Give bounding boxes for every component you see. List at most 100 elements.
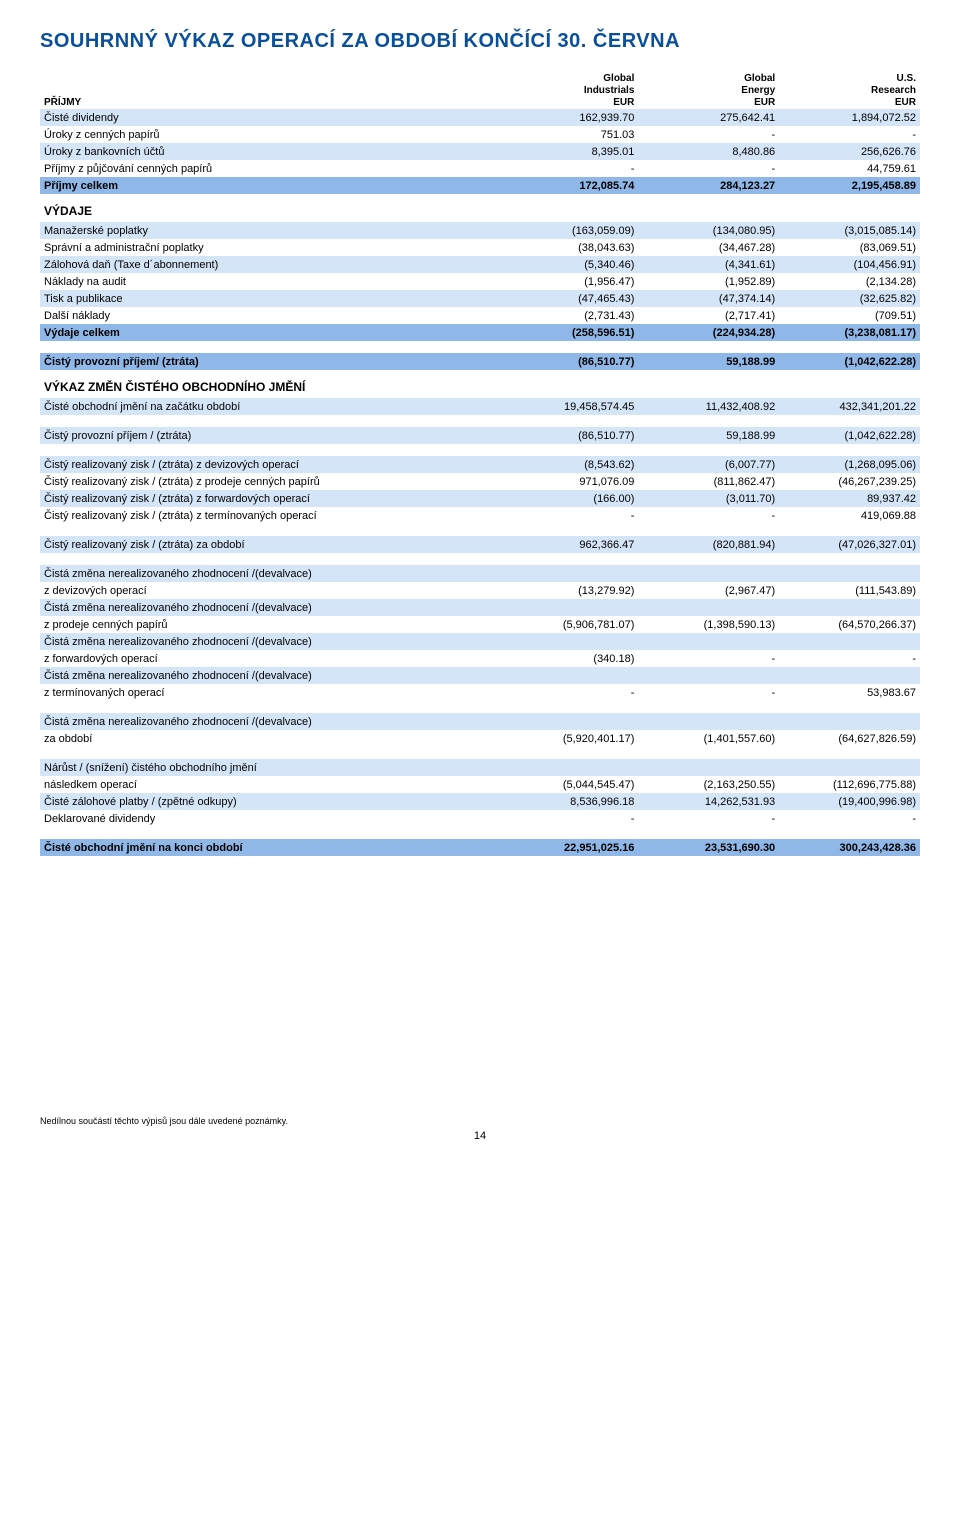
row-label: Čistý realizovaný zisk / (ztráta) za obd…: [40, 536, 498, 553]
operations-table: Global Global U.S. Industrials Energy Re…: [40, 73, 920, 856]
section-prijmy: PŘÍJMY: [40, 97, 498, 109]
col2-hdr-l2: Energy: [638, 85, 779, 97]
cell: 971,076.09: [498, 473, 639, 490]
table-row: Zálohová daň (Taxe d´abonnement)(5,340.4…: [40, 256, 920, 273]
table-row: Čistá změna nerealizovaného zhodnocení /…: [40, 565, 920, 582]
total-row: Čistý provozní příjem/ (ztráta)(86,510.7…: [40, 353, 920, 370]
cell: (258,596.51): [498, 324, 639, 341]
cell: (64,570,266.37): [779, 616, 920, 633]
row-label: Čistý realizovaný zisk / (ztráta) z devi…: [40, 456, 498, 473]
spacer: [40, 341, 920, 353]
cell: (5,340.46): [498, 256, 639, 273]
table-row: Čistá změna nerealizovaného zhodnocení /…: [40, 599, 920, 616]
cell: -: [779, 126, 920, 143]
col3-hdr-l3: EUR: [779, 97, 920, 109]
header-row-2: Industrials Energy Research: [40, 85, 920, 97]
row-label: Čistá změna nerealizovaného zhodnocení /…: [40, 713, 498, 730]
cell: 2,195,458.89: [779, 177, 920, 194]
cell: (47,465.43): [498, 290, 639, 307]
cell: (5,906,781.07): [498, 616, 639, 633]
cell: (32,625.82): [779, 290, 920, 307]
row-label: z forwardových operací: [40, 650, 498, 667]
table-row: Čistá změna nerealizovaného zhodnocení /…: [40, 667, 920, 684]
cell: (3,238,081.17): [779, 324, 920, 341]
cell: 59,188.99: [638, 353, 779, 370]
section-row: VÝKAZ ZMĚN ČISTÉHO OBCHODNÍHO JMĚNÍ: [40, 370, 920, 398]
cell: 23,531,690.30: [638, 839, 779, 856]
section-row: VÝDAJE: [40, 194, 920, 222]
cell: (224,934.28): [638, 324, 779, 341]
cell: 11,432,408.92: [638, 398, 779, 415]
cell: 256,626.76: [779, 143, 920, 160]
row-label: Čistá změna nerealizovaného zhodnocení /…: [40, 633, 498, 650]
cell: 1,894,072.52: [779, 109, 920, 126]
total-row: Příjmy celkem172,085.74284,123.272,195,4…: [40, 177, 920, 194]
cell: (111,543.89): [779, 582, 920, 599]
cell: 419,069.88: [779, 507, 920, 524]
table-row: Čisté dividendy162,939.70275,642.411,894…: [40, 109, 920, 126]
cell: (6,007.77): [638, 456, 779, 473]
cell: (3,015,085.14): [779, 222, 920, 239]
cell: 432,341,201.22: [779, 398, 920, 415]
row-label: Čistá změna nerealizovaného zhodnocení /…: [40, 565, 498, 582]
col2-hdr-l3: EUR: [638, 97, 779, 109]
cell: (2,731.43): [498, 307, 639, 324]
row-label: z devizových operací: [40, 582, 498, 599]
table-row: Čistý realizovaný zisk / (ztráta) z forw…: [40, 490, 920, 507]
cell: 8,480.86: [638, 143, 779, 160]
cell: -: [498, 810, 639, 827]
table-row: Čistý realizovaný zisk / (ztráta) z term…: [40, 507, 920, 524]
page-title: SOUHRNNÝ VÝKAZ OPERACÍ ZA OBDOBÍ KONČÍCÍ…: [40, 30, 920, 53]
table-row: Čistý realizovaný zisk / (ztráta) z devi…: [40, 456, 920, 473]
cell: 19,458,574.45: [498, 398, 639, 415]
cell: -: [638, 650, 779, 667]
table-row: Deklarované dividendy---: [40, 810, 920, 827]
cell: 59,188.99: [638, 427, 779, 444]
cell: -: [779, 650, 920, 667]
cell: (2,967.47): [638, 582, 779, 599]
footer-note: Nedílnou součástí těchto výpisů jsou dál…: [40, 1116, 920, 1126]
cell: (163,059.09): [498, 222, 639, 239]
row-label: Čistý realizovaný zisk / (ztráta) z term…: [40, 507, 498, 524]
cell: (3,011.70): [638, 490, 779, 507]
cell: 44,759.61: [779, 160, 920, 177]
cell: 162,939.70: [498, 109, 639, 126]
row-label: Další náklady: [40, 307, 498, 324]
spacer: [40, 553, 920, 565]
cell: -: [498, 507, 639, 524]
table-row: Čistý realizovaný zisk / (ztráta) z prod…: [40, 473, 920, 490]
cell: (1,956.47): [498, 273, 639, 290]
row-label: Čistý provozní příjem/ (ztráta): [40, 353, 498, 370]
row-label: Čistá změna nerealizovaného zhodnocení /…: [40, 599, 498, 616]
cell: (1,401,557.60): [638, 730, 779, 747]
spacer: [40, 827, 920, 839]
row-label: Čistá změna nerealizovaného zhodnocení /…: [40, 667, 498, 684]
row-label: Zálohová daň (Taxe d´abonnement): [40, 256, 498, 273]
cell: -: [638, 810, 779, 827]
cell: (1,042,622.28): [779, 353, 920, 370]
row-label: Čisté obchodní jmění na začátku období: [40, 398, 498, 415]
table-row: z prodeje cenných papírů(5,906,781.07)(1…: [40, 616, 920, 633]
cell: (340.18): [498, 650, 639, 667]
cell: 751.03: [498, 126, 639, 143]
cell: (13,279.92): [498, 582, 639, 599]
col1-hdr-l2: Industrials: [498, 85, 639, 97]
row-label: Čisté dividendy: [40, 109, 498, 126]
col1-hdr-l1: Global: [498, 73, 639, 85]
row-label: Příjmy celkem: [40, 177, 498, 194]
row-label: z prodeje cenných papírů: [40, 616, 498, 633]
row-label: Čisté obchodní jmění na konci období: [40, 839, 498, 856]
row-label: Úroky z bankovních účtů: [40, 143, 498, 160]
cell: (4,341.61): [638, 256, 779, 273]
table-row: Příjmy z půjčování cenných papírů--44,75…: [40, 160, 920, 177]
cell: (2,134.28): [779, 273, 920, 290]
row-label: následkem operací: [40, 776, 498, 793]
table-row: následkem operací(5,044,545.47)(2,163,25…: [40, 776, 920, 793]
row-label: z termínovaných operací: [40, 684, 498, 701]
cell: (47,026,327.01): [779, 536, 920, 553]
cell: (1,952.89): [638, 273, 779, 290]
cell: -: [638, 684, 779, 701]
cell: (166.00): [498, 490, 639, 507]
cell: 14,262,531.93: [638, 793, 779, 810]
row-label: za období: [40, 730, 498, 747]
